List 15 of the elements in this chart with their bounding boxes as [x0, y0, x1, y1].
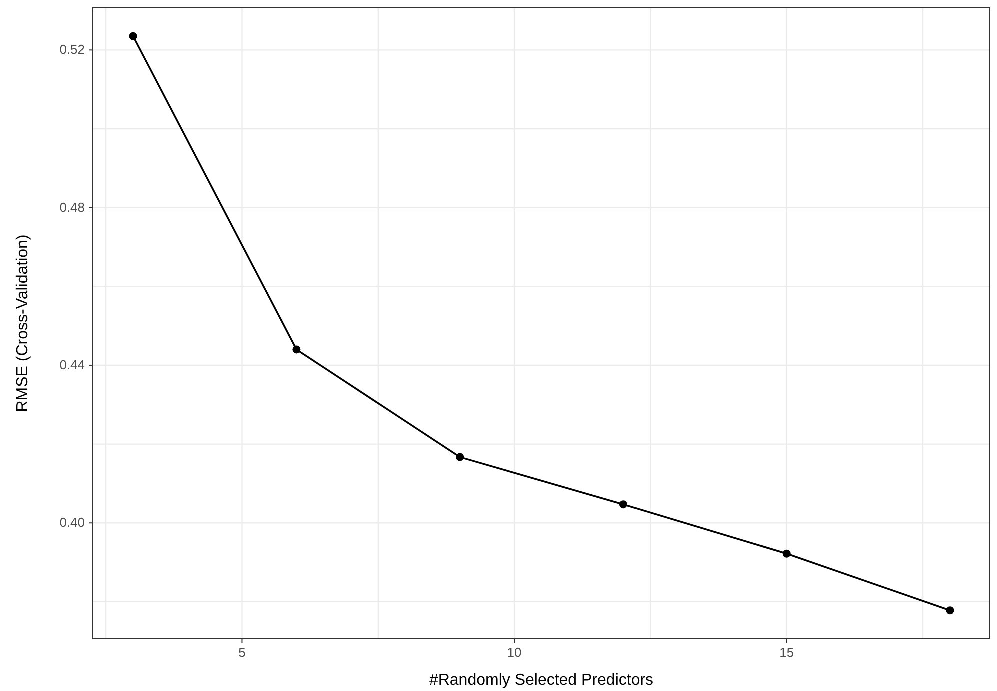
x-axis-title: #Randomly Selected Predictors	[429, 672, 654, 689]
y-tick-label: 0.52	[60, 42, 85, 58]
point	[619, 500, 628, 509]
point	[782, 550, 791, 558]
point	[946, 606, 954, 615]
x-tick-label: 10	[507, 645, 522, 660]
point	[129, 32, 138, 40]
y-tick-label: 0.44	[60, 357, 85, 372]
y-axis-title: RMSE (Cross-Validation)	[14, 234, 32, 412]
point	[456, 453, 464, 462]
y-tick-label: 0.40	[60, 515, 85, 530]
point	[292, 346, 301, 354]
y-tick-label: 0.48	[60, 200, 85, 215]
x-tick-label: 5	[238, 645, 246, 660]
x-tick-label: 15	[780, 645, 794, 660]
